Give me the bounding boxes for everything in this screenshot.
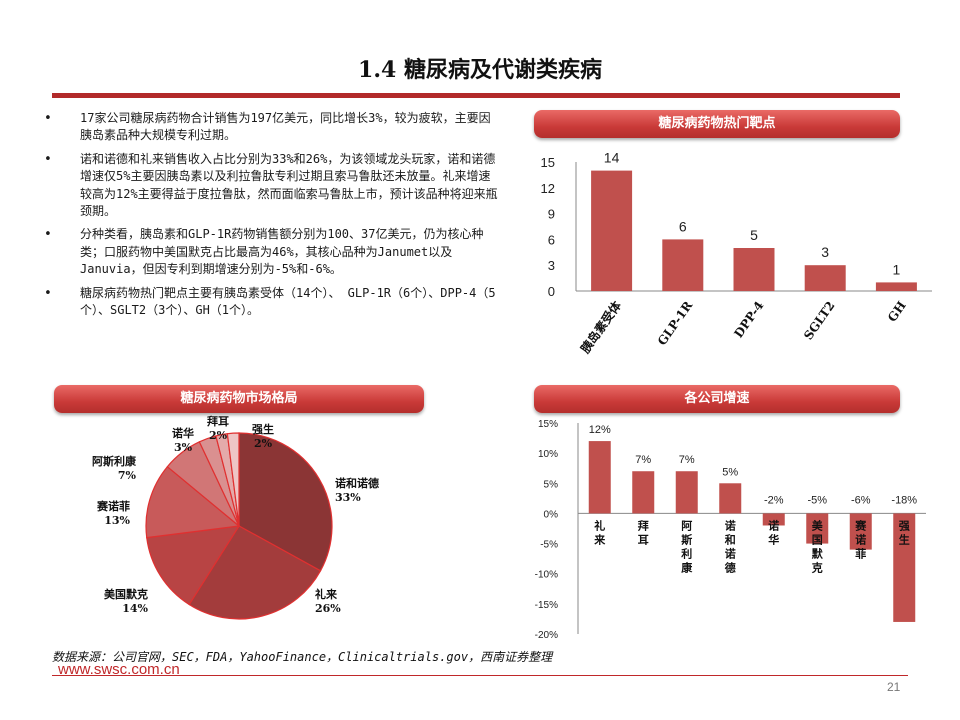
data-label: 14 <box>604 150 620 166</box>
y-tick-label: 0 <box>548 284 555 299</box>
growth-bar-chart: 15% 10% 5% 0% -5% -10% -15% -20% 12% 礼来 7% 拜耳 7% 阿斯利康… <box>535 419 926 641</box>
pie-slice <box>188 525 322 620</box>
growth-chart-banner: 各公司增速 <box>534 385 900 413</box>
bullet-item: 分种类看，胰岛素和GLP-1R药物销售额分别为100、37亿美元，仍为核心种类；… <box>44 226 499 278</box>
y-tick-label: -20% <box>535 630 558 641</box>
bullet-item: 诺和诺德和礼来销售收入占比分别为33%和26%，为该领域龙头玩家，诺和诺德增速仅… <box>44 151 499 221</box>
bar <box>893 513 916 622</box>
bar <box>588 441 611 514</box>
slice-percent: 14% <box>122 602 148 615</box>
data-label: 5 <box>750 227 758 243</box>
data-label: 3 <box>821 244 829 260</box>
data-label: 12% <box>589 424 611 436</box>
y-tick-label: 9 <box>548 207 555 222</box>
pie-slice <box>238 432 333 572</box>
y-tick-label: 15 <box>541 155 555 170</box>
x-tick-label: 诺华 <box>768 518 779 546</box>
targets-bar-chart: 0 3 6 9 12 15 14 胰岛素受体 6 GLP-1R 5 DPP-4 3 SGLT2 1 GH <box>541 150 932 356</box>
slice-percent: 33% <box>335 491 361 504</box>
x-tick-label: GH <box>885 299 909 325</box>
bar <box>762 513 785 526</box>
slice-label: 拜耳 <box>207 414 229 428</box>
title-rule <box>52 93 900 98</box>
slice-label: 阿斯利康 <box>92 454 137 468</box>
y-tick-label: -10% <box>535 570 558 581</box>
slice-percent: 2% <box>209 429 228 442</box>
x-tick-label: SGLT2 <box>801 299 838 343</box>
page-title: 1.4 糖尿病及代谢类疾病 <box>358 57 602 83</box>
data-label: 5% <box>722 466 738 478</box>
slice-percent: 3% <box>174 441 193 454</box>
bar <box>849 513 872 550</box>
bullet-item: 糖尿病药物热门靶点主要有胰岛素受体（14个）、 GLP-1R（6个）、DPP-4… <box>44 285 499 320</box>
x-tick-label: 礼来 <box>593 518 606 546</box>
data-label: 6 <box>679 218 687 234</box>
slice-percent: 26% <box>315 602 341 615</box>
slice-label: 赛诺菲 <box>96 499 130 513</box>
y-tick-label: 15% <box>538 419 558 430</box>
slice-label: 诺华 <box>172 426 194 440</box>
slice-label: 美国默克 <box>104 587 148 601</box>
x-tick-label: 胰岛素受体 <box>577 297 624 356</box>
data-label: -6% <box>851 494 871 506</box>
bar <box>632 471 655 514</box>
page-number: 21 <box>887 680 901 694</box>
bar <box>875 282 917 291</box>
website-link[interactable]: www.swsc.com.cn <box>58 661 180 678</box>
bar <box>662 239 704 291</box>
pie-slice <box>145 465 241 539</box>
y-tick-label: -5% <box>540 540 558 551</box>
y-tick-label: 0% <box>544 509 559 520</box>
pie-slice <box>226 432 240 527</box>
bar <box>675 471 698 514</box>
x-tick-label: 阿斯利康 <box>681 518 693 574</box>
y-tick-label: 3 <box>548 258 555 273</box>
x-tick-label: GLP-1R <box>655 298 696 348</box>
slice-percent: 7% <box>118 469 137 482</box>
x-tick-label: DPP-4 <box>731 299 766 341</box>
data-label: -18% <box>891 494 917 506</box>
bullet-item: 17家公司糖尿病药物合计销售为197亿美元，同比增长3%，较为疲软，主要因胰岛素… <box>44 110 499 145</box>
x-tick-label: 诺和诺德 <box>724 518 736 574</box>
data-label: -5% <box>807 494 827 506</box>
x-tick-label: 美国默克 <box>812 518 824 574</box>
y-tick-label: -15% <box>535 600 558 611</box>
data-label: 7% <box>679 454 695 466</box>
data-label: 1 <box>893 261 901 277</box>
y-tick-label: 10% <box>538 449 558 460</box>
bar <box>806 513 829 544</box>
footer-rule <box>52 675 908 676</box>
slice-label: 礼来 <box>315 587 338 601</box>
bar <box>591 170 633 291</box>
x-tick-label: 赛诺菲 <box>854 518 867 560</box>
x-tick-label: 强生 <box>899 519 910 546</box>
pie-slice <box>146 525 241 606</box>
bar <box>719 483 742 514</box>
data-source-note: 数据来源：公司官网，SEC，FDA，YahooFinance，Clinicalt… <box>52 650 553 664</box>
y-tick-label: 6 <box>548 232 555 247</box>
y-tick-label: 5% <box>544 479 559 490</box>
slice-label: 诺和诺德 <box>335 476 379 490</box>
slice-label: 强生 <box>252 422 274 436</box>
y-tick-label: 12 <box>541 181 555 196</box>
slice-percent: 13% <box>104 514 130 527</box>
market-chart-banner: 糖尿病药物市场格局 <box>54 385 424 413</box>
bullet-list: 17家公司糖尿病药物合计销售为197亿美元，同比增长3%，较为疲软，主要因胰岛素… <box>44 110 499 325</box>
x-tick-label: 拜耳 <box>638 518 649 546</box>
targets-chart-banner: 糖尿病药物热门靶点 <box>534 110 900 138</box>
slice-percent: 2% <box>254 437 273 450</box>
bar <box>733 248 775 291</box>
bar <box>804 265 846 291</box>
data-label: -2% <box>764 494 784 506</box>
data-label: 7% <box>635 454 651 466</box>
